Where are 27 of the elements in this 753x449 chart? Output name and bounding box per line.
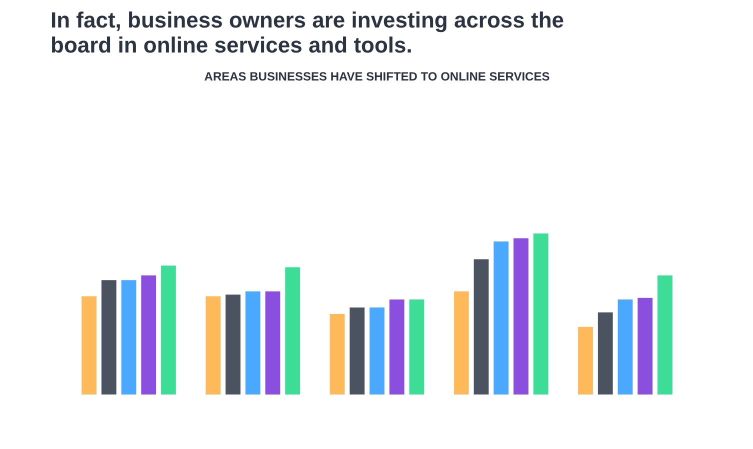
bar — [598, 312, 613, 394]
bar — [265, 291, 280, 394]
chart-subtitle: AREAS BUSINESSES HAVE SHIFTED TO ONLINE SERVICES — [204, 70, 550, 84]
bar — [454, 291, 469, 394]
bar — [389, 299, 404, 394]
bar — [141, 275, 156, 394]
bar — [330, 314, 345, 394]
bar — [638, 298, 653, 394]
bar — [226, 294, 240, 394]
bar — [82, 296, 96, 394]
bar — [494, 242, 509, 394]
bar — [474, 259, 489, 394]
bar — [370, 308, 384, 394]
bar — [350, 308, 365, 394]
bar — [514, 238, 528, 394]
bar — [101, 280, 116, 394]
bar — [161, 266, 176, 394]
bar — [121, 280, 136, 394]
bar — [618, 299, 633, 394]
bar — [658, 275, 672, 394]
bar — [533, 233, 548, 394]
bar — [578, 326, 593, 394]
bar — [409, 299, 424, 394]
chart-title: In fact, business owners are investing across the board in online services and tools. — [50, 8, 564, 58]
bar — [285, 267, 300, 394]
bar — [245, 291, 260, 394]
bar — [206, 296, 221, 394]
